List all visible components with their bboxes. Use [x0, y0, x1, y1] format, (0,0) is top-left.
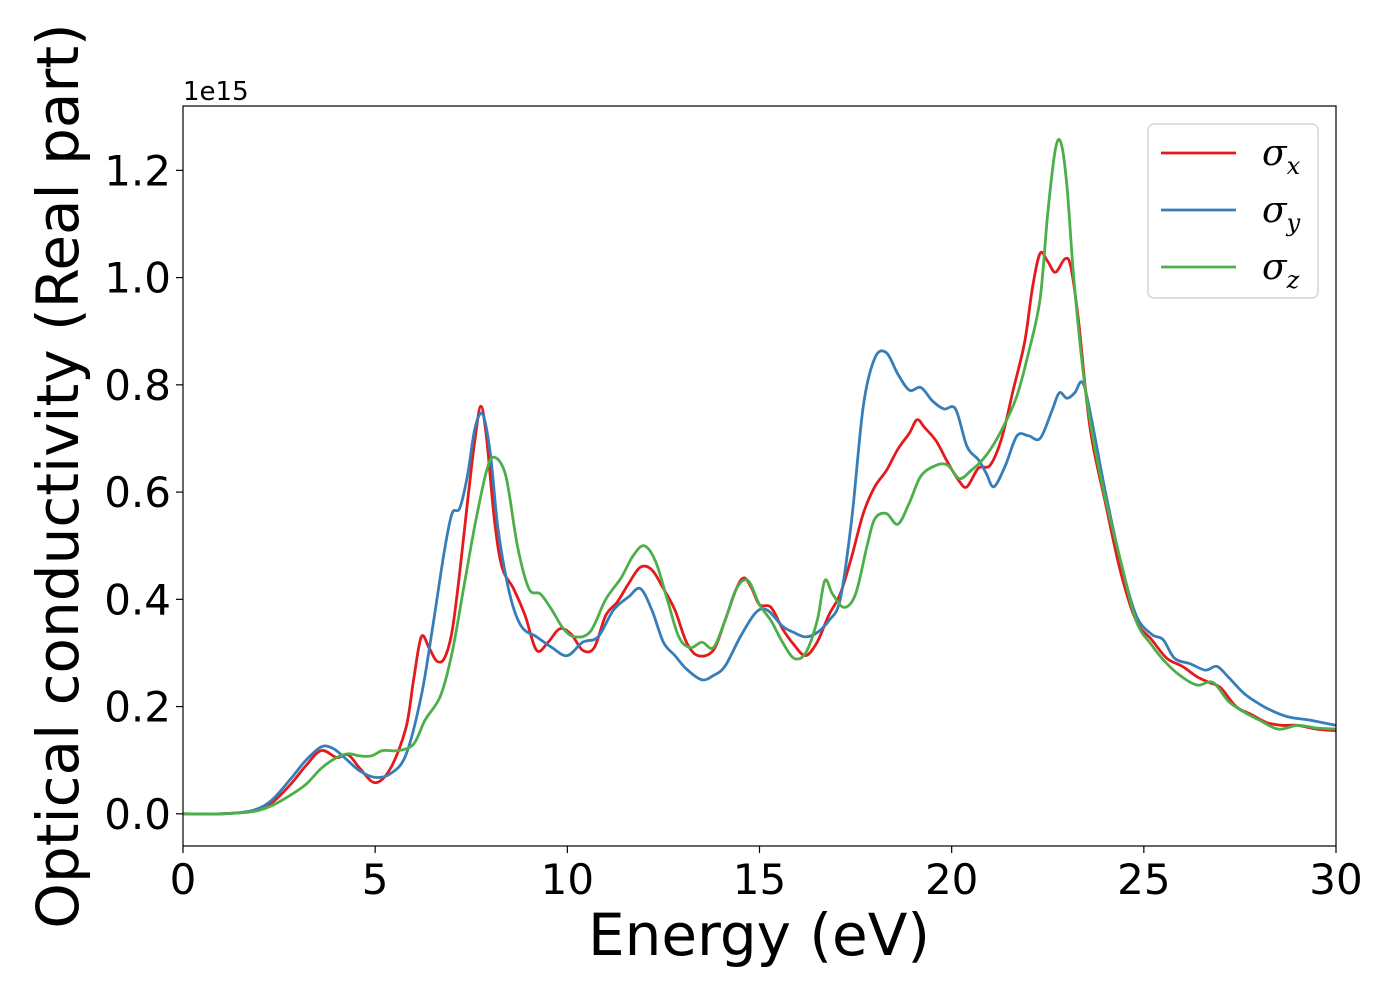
legend-label-x: σx	[1262, 133, 1301, 180]
y-tick-label: 0.2	[104, 683, 171, 732]
x-tick-label: 10	[541, 855, 594, 904]
x-tick-label: 20	[925, 855, 978, 904]
x-tick-label: 15	[733, 855, 786, 904]
y-tick-label: 0.4	[104, 575, 171, 624]
x-tick-label: 30	[1309, 855, 1362, 904]
series-line-x	[183, 250, 1336, 816]
y-axis-label: Optical conductivity (Real part)	[24, 23, 92, 928]
legend: σx σy σz	[1147, 123, 1319, 299]
series-line-y	[183, 349, 1336, 816]
y-offset-text: 1e15	[183, 77, 249, 107]
y-axis: 0.0 0.2 0.4 0.6 0.8 1.0 1.2	[104, 146, 183, 839]
x-tick-label: 0	[170, 855, 197, 904]
x-axis-label: Energy (eV)	[588, 901, 930, 969]
x-tick-label: 25	[1117, 855, 1170, 904]
series-layer	[183, 138, 1336, 816]
x-tick-label: 5	[362, 855, 389, 904]
legend-label-z: σz	[1262, 247, 1300, 294]
y-tick-label: 0.8	[104, 361, 171, 410]
y-tick-label: 1.2	[104, 146, 171, 195]
y-tick-label: 0.0	[104, 790, 171, 839]
legend-label-y: σy	[1262, 190, 1301, 237]
y-tick-label: 0.6	[104, 468, 171, 517]
series-line-z	[183, 138, 1336, 816]
y-tick-label: 1.0	[104, 254, 171, 303]
x-axis: 0 5 10 15 20 25 30	[170, 846, 1363, 904]
